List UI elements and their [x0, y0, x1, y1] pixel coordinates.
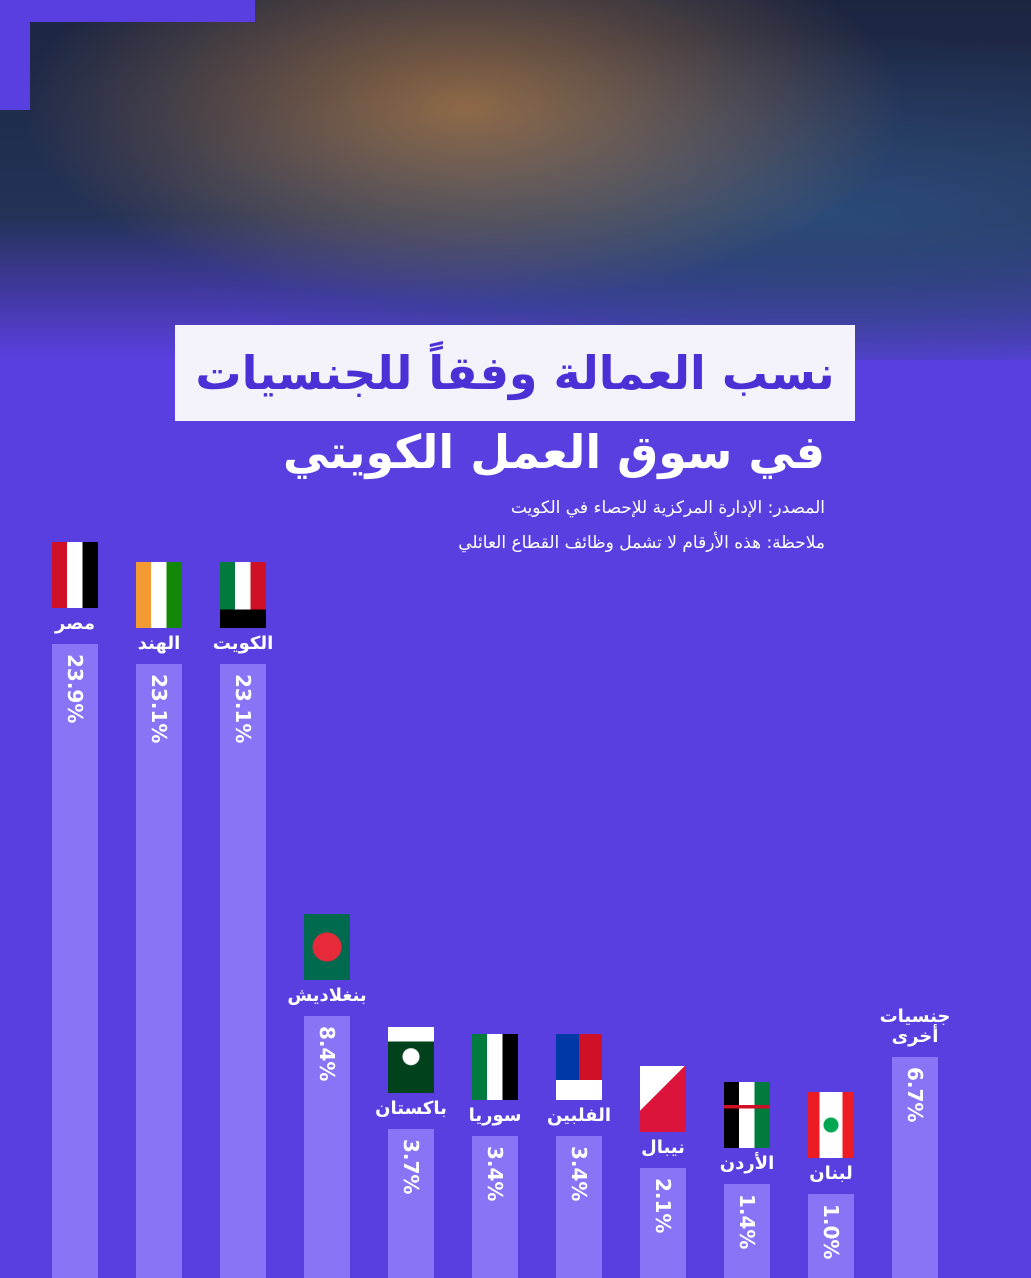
bar: [388, 1129, 434, 1278]
city-photo: [0, 0, 1031, 360]
category-label: نيبال: [641, 1136, 685, 1158]
source: المصدر: الإدارة المركزية للإحصاء في الكو…: [510, 498, 825, 518]
category-label: الأردن: [719, 1153, 775, 1175]
category-label: جنسيات أخرى: [879, 1006, 951, 1048]
bar: [808, 1194, 854, 1278]
category-label: الفلبين: [546, 1105, 612, 1127]
value-label: 1.0%: [819, 1204, 843, 1260]
category-label: الهند: [137, 632, 181, 654]
category-label: الكويت: [212, 632, 274, 654]
flag: [136, 561, 182, 628]
bar: [52, 644, 98, 1278]
category-label: لبنان: [809, 1163, 853, 1184]
bar: [640, 1167, 686, 1278]
bar: [724, 1184, 770, 1278]
flag: [52, 542, 98, 609]
flag: [304, 914, 350, 981]
flag: [472, 1034, 518, 1101]
value-label: 1.4%: [735, 1194, 759, 1250]
flag: [724, 1082, 770, 1149]
bar: [892, 1057, 938, 1278]
value-label: 2.1%: [651, 1177, 675, 1234]
corner-accent: [0, 0, 255, 22]
value-label: 6.7%: [903, 1067, 927, 1123]
bar: [136, 663, 182, 1278]
value-label: 23.9%: [63, 654, 87, 724]
value-label: 3.4%: [567, 1146, 591, 1202]
flag: [556, 1034, 602, 1101]
value-label: 3.7%: [399, 1139, 423, 1195]
category-label: مصر: [54, 613, 96, 635]
flag: [640, 1065, 686, 1132]
bar: [472, 1136, 518, 1278]
corner-accent: [0, 0, 30, 110]
value-label: 23.1%: [147, 673, 171, 743]
bar: [220, 663, 266, 1278]
flag: [388, 1027, 434, 1094]
flag: [220, 561, 266, 628]
value-label: 8.4%: [315, 1026, 339, 1082]
chart-subtitle: في سوق العمل الكويتي: [282, 425, 825, 479]
value-label: 23.1%: [231, 673, 255, 743]
chart-title: نسب العمالة وفقاً للجنسيات: [175, 325, 855, 421]
value-label: 3.4%: [483, 1146, 507, 1202]
category-label: بنغلاديش: [287, 985, 367, 1007]
bar: [304, 1016, 350, 1278]
category-label: باكستان: [375, 1098, 447, 1120]
note: ملاحظة: هذه الأرقام لا تشمل وظائف القطاع…: [458, 533, 825, 553]
flag: [808, 1092, 854, 1158]
category-label: سوريا: [468, 1105, 522, 1127]
bar: [556, 1136, 602, 1278]
